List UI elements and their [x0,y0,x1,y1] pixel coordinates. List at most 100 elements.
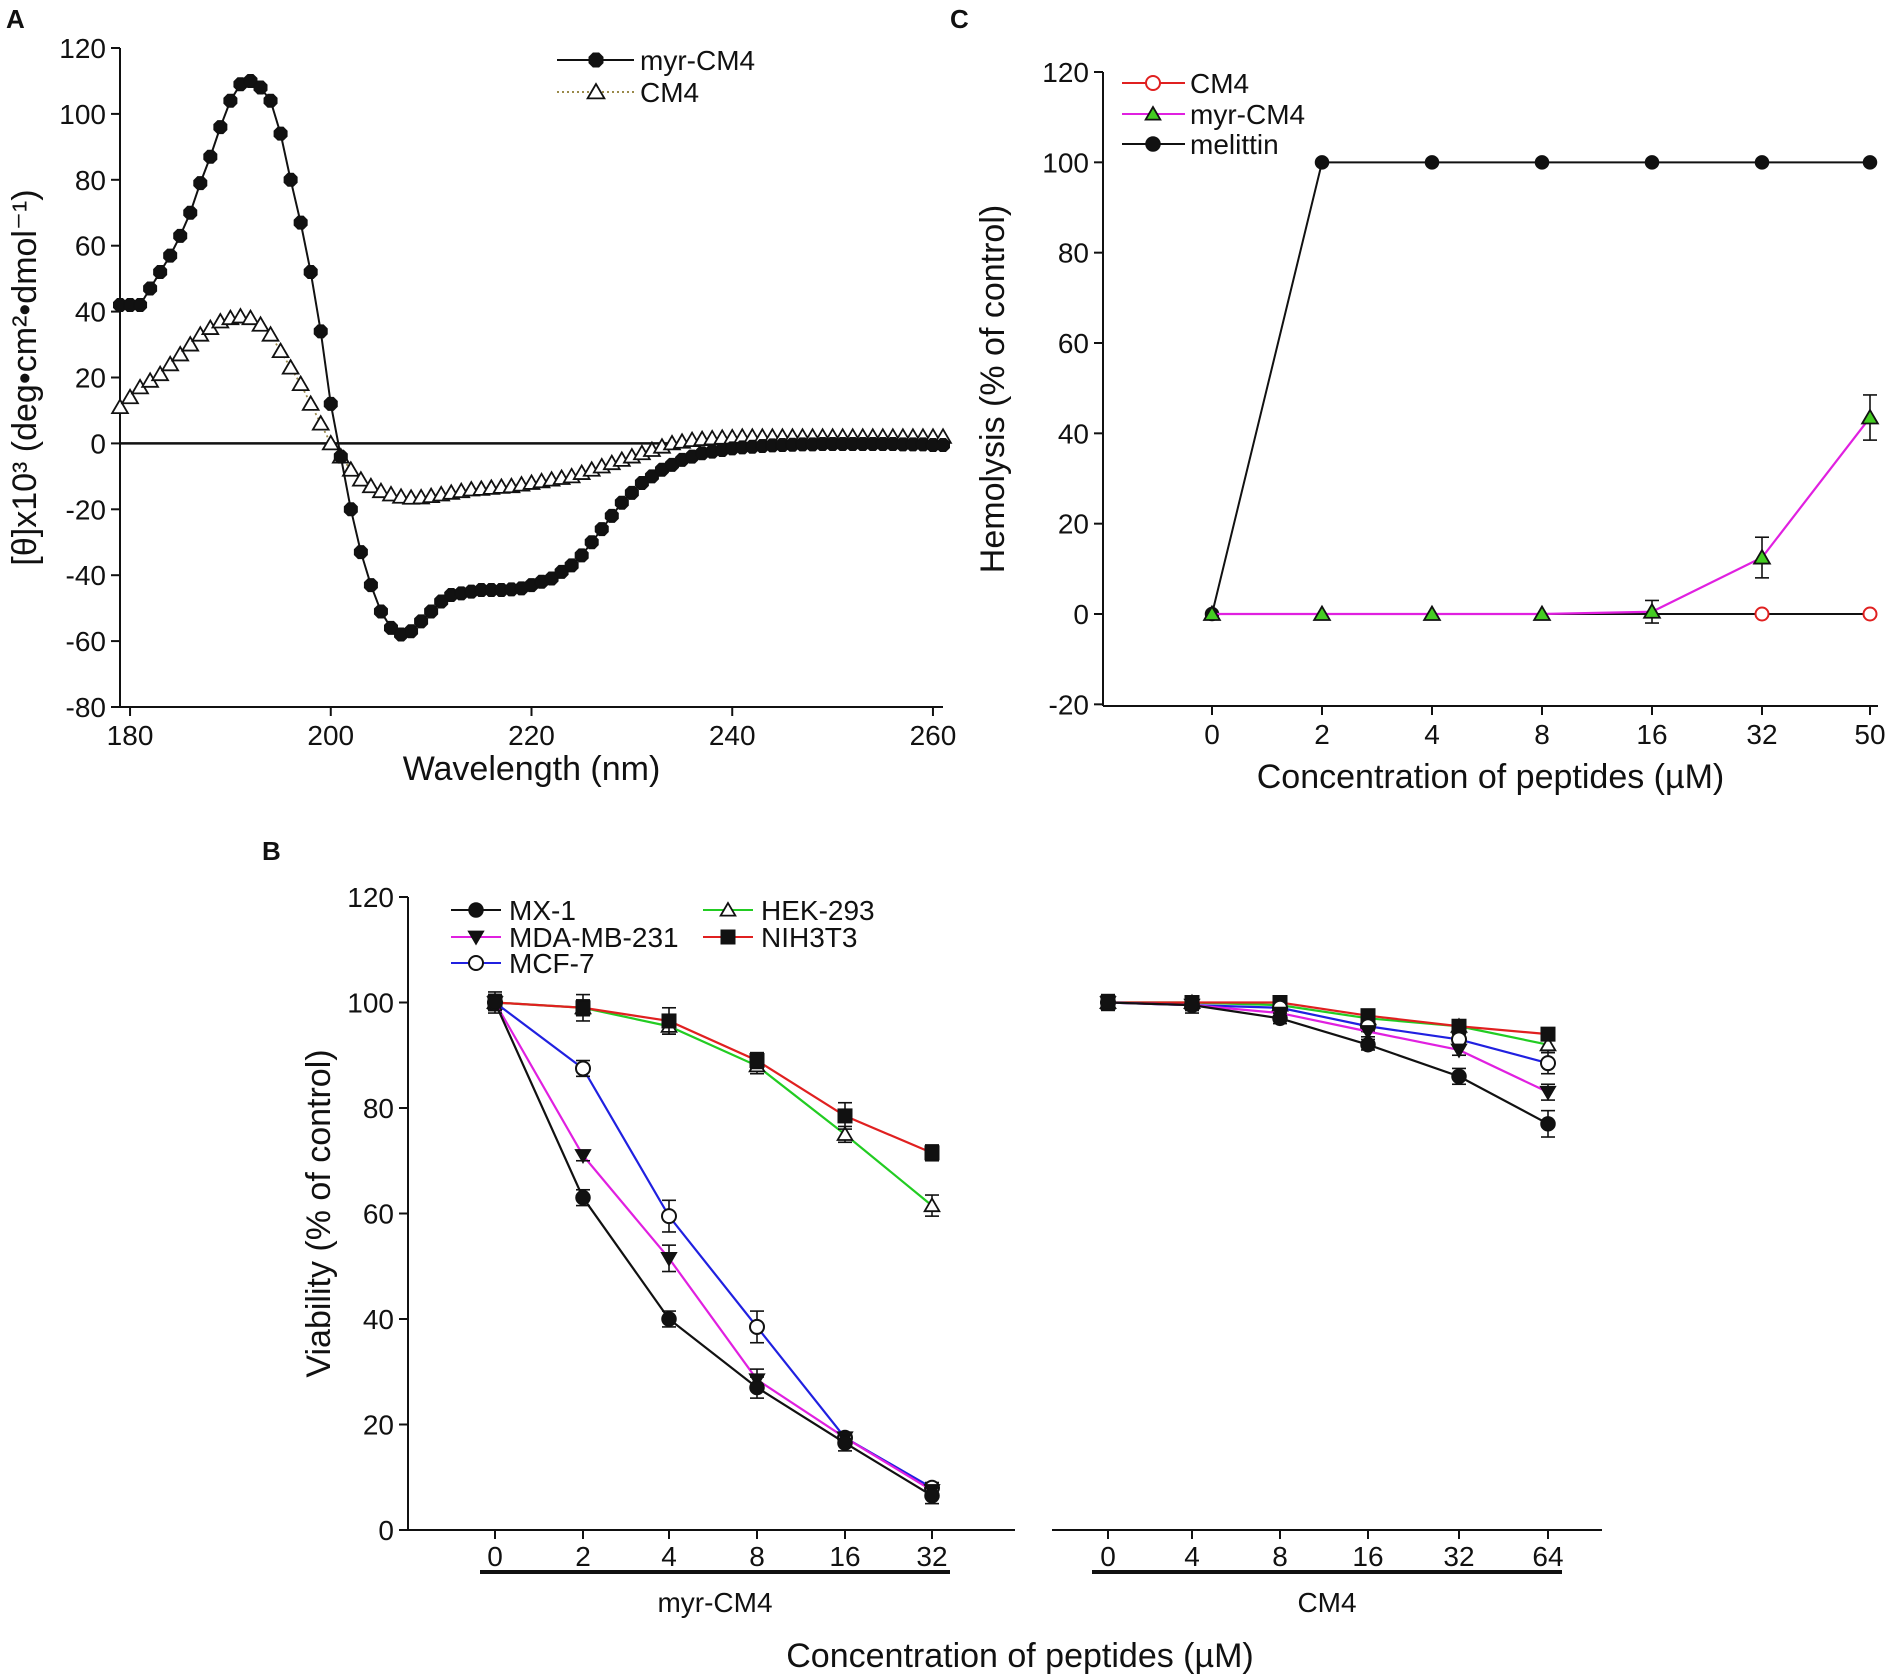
x-tick-label: 50 [1854,719,1885,750]
x-tick-label: 0 [487,1541,503,1572]
data-point [203,149,218,164]
data-point [271,341,291,359]
legend-marker [468,955,484,971]
series-myr-cm4 [1202,394,1880,624]
y-tick-label: 20 [363,1410,394,1441]
data-point [1451,1018,1467,1034]
y-tick-label: 20 [1058,509,1089,540]
panel-letter-a: A [6,4,25,34]
y-tick-label: 20 [75,363,106,394]
x-axis-title: Wavelength (nm) [403,750,661,788]
data-point [604,508,619,523]
group-label: myr-CM4 [657,1587,772,1618]
x-tick-label: 200 [307,720,354,751]
data-point [1202,604,1222,621]
data-point [574,548,589,563]
data-point [163,248,178,263]
series-line [494,1001,933,1492]
panel-letter-b: B [262,836,281,866]
series-line [1107,1001,1549,1094]
legend-label: MX-1 [509,895,576,926]
series-mx-1 [487,991,1556,1505]
data-point [1539,1035,1557,1052]
data-point [474,583,489,598]
data-point [1860,408,1880,425]
y-tick-label: 120 [347,882,394,913]
data-point [123,298,138,313]
data-point [925,438,940,453]
x-tick-label: 16 [1352,1541,1383,1572]
data-point [624,485,639,500]
y-tick-label: 40 [363,1304,394,1335]
data-point [564,558,579,573]
data-point [584,535,599,550]
data-point [110,397,130,415]
legend-marker [467,930,485,946]
x-tick-label: 220 [508,720,555,751]
data-point [321,434,341,451]
data-point [1540,1055,1556,1072]
data-point [193,176,208,191]
y-tick-label: 60 [363,1199,394,1230]
legend-label: CM4 [1190,68,1249,99]
data-point [1539,1085,1557,1101]
panel-c: C -20 0 20 40 60 80 100 120 0 2 4 8 16 32 50 Concentrat… [950,4,1886,796]
x-tick-label: 16 [1636,719,1667,750]
data-point [614,495,629,510]
data-point [835,437,850,452]
data-point [749,1053,765,1069]
data-point [575,1000,591,1016]
x-tick-label: 32 [1746,719,1777,750]
data-point [855,437,870,452]
x-tick-label: 2 [575,1541,591,1572]
data-point [924,1487,940,1504]
legend-marker [1145,75,1161,91]
series-line [494,1001,933,1489]
y-tick-label: 0 [378,1515,394,1546]
data-point [1360,1036,1376,1053]
data-point [313,324,328,339]
legend-label: myr-CM4 [640,45,755,76]
legend-label: NIH3T3 [761,922,857,953]
series-line [120,79,943,636]
data-point [213,120,228,135]
x-tick-label: 8 [1272,1541,1288,1572]
x-tick-label: 0 [1204,719,1220,750]
series-line [1212,416,1871,616]
legend-item: MCF-7 [451,948,595,979]
data-point [1540,1026,1556,1042]
data-point [113,298,127,313]
data-point [661,1013,677,1029]
y-tick-label: 40 [75,297,106,328]
legend-marker [720,929,736,945]
legend-item: HEK-293 [703,895,875,926]
panel-letter-c: C [950,4,969,34]
series-line [494,1001,933,1207]
y-tick-label: 100 [59,99,106,130]
y-tick-label: 60 [1058,328,1089,359]
legend-marker [588,52,604,68]
data-point [1312,604,1332,621]
data-point [1184,997,1200,1013]
legend-label: myr-CM4 [1190,99,1305,130]
data-point [343,502,358,517]
data-point [1534,155,1550,170]
x-tick-label: 0 [1100,1541,1116,1572]
legend-marker [468,902,484,918]
legend-label: melittin [1190,129,1279,160]
y-tick-label: -60 [66,626,106,657]
data-point [1754,606,1770,622]
x-tick-label: 240 [709,720,756,751]
data-point [825,437,840,452]
data-point [180,335,200,352]
data-point [487,994,503,1011]
data-point [895,437,910,452]
x-tick-label: 2 [1314,719,1330,750]
y-tick-label: 120 [59,33,106,64]
y-tick-label: 0 [1073,599,1089,630]
panel-b: B 0 20 40 60 80 100 120 0 2 4 8 16 32 myr-CM4 0 4 8 16 32 6… [262,836,1602,1675]
legend-marker [1145,136,1161,152]
data-point [836,1125,854,1141]
data-point [1862,155,1878,170]
legend-marker [586,82,606,100]
